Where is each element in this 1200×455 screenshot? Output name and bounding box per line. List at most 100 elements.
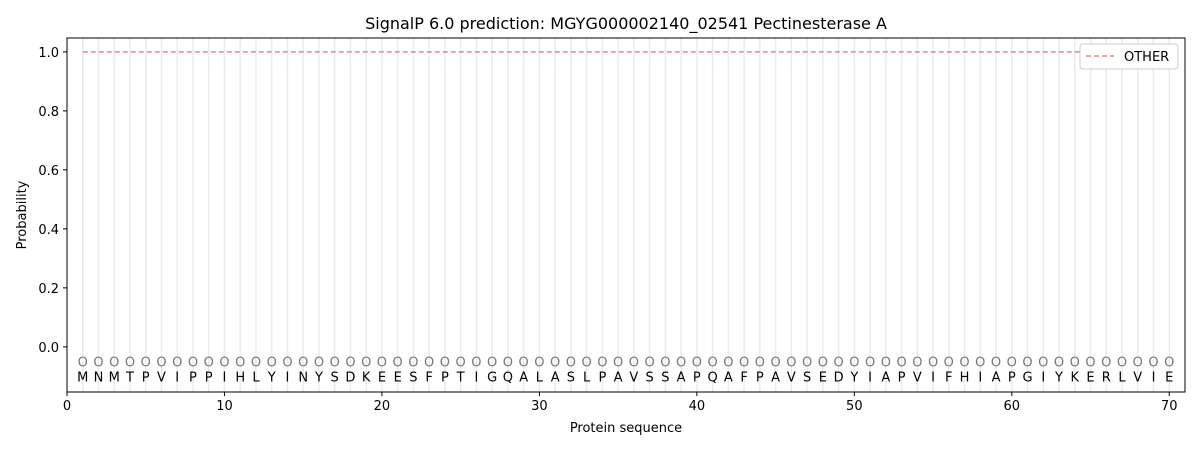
residue-letter: P (189, 370, 197, 385)
x-tick-label: 70 (1161, 399, 1178, 414)
residue-state-marker: O (1117, 356, 1127, 371)
residue-letter: V (629, 370, 638, 385)
residue-letter: G (1022, 370, 1032, 385)
residue-state-marker: O (534, 356, 544, 371)
residue-letter: D (345, 370, 355, 385)
residue-letter: N (94, 370, 104, 385)
y-tick-label: 0.4 (38, 223, 59, 238)
residue-letter: Y (314, 370, 323, 385)
residue-letter: I (286, 370, 290, 385)
x-tick-label: 40 (689, 399, 706, 414)
residue-state-marker: O (330, 356, 340, 371)
residue-state-marker: O (645, 356, 655, 371)
y-tick-label: 0.8 (38, 105, 59, 120)
plot-frame (66, 37, 1186, 393)
residue-state-marker: O (849, 356, 859, 371)
residue-state-marker: O (487, 356, 497, 371)
residue-letter: I (175, 370, 179, 385)
legend-box (1079, 43, 1179, 70)
residue-state-marker: O (267, 356, 277, 371)
residue-state-marker: O (282, 356, 292, 371)
residue-state-marker: O (456, 356, 466, 371)
residue-letter: A (881, 370, 890, 385)
residue-state-marker: O (219, 356, 229, 371)
residue-letter: K (1071, 370, 1080, 385)
residue-letter: D (834, 370, 844, 385)
residue-state-marker: O (676, 356, 686, 371)
residue-letter: I (868, 370, 872, 385)
residue-letter: F (740, 370, 747, 385)
residue-state-marker: O (1101, 356, 1111, 371)
residue-state-marker: O (519, 356, 529, 371)
residue-state-marker: O (298, 356, 308, 371)
residue-state-marker: O (582, 356, 592, 371)
residue-state-marker: O (361, 356, 371, 371)
residue-state-marker: O (204, 356, 214, 371)
residue-state-marker: O (125, 356, 135, 371)
residue-state-marker: O (393, 356, 403, 371)
residue-state-marker: O (959, 356, 969, 371)
residue-letter: V (1133, 370, 1142, 385)
residue-letter: L (1118, 370, 1126, 385)
residue-letter: M (77, 370, 88, 385)
residue-letter: S (331, 370, 339, 385)
x-tick-label: 20 (374, 399, 391, 414)
y-tick-label: 1.0 (38, 46, 59, 61)
residue-state-marker: O (818, 356, 828, 371)
residue-letter: E (819, 370, 827, 385)
residue-letter: R (1102, 370, 1111, 385)
legend: OTHER (1079, 43, 1179, 70)
residue-letter: V (787, 370, 796, 385)
residue-state-marker: O (707, 356, 717, 371)
residue-letter: K (362, 370, 371, 385)
residue-state-marker: O (550, 356, 560, 371)
residue-letter: H (235, 370, 245, 385)
residue-state-marker: O (235, 356, 245, 371)
y-tick-label: 0.6 (38, 164, 59, 179)
residue-letter: P (142, 370, 150, 385)
residue-letter: V (157, 370, 166, 385)
residue-letter: P (756, 370, 764, 385)
residue-letter: F (425, 370, 432, 385)
residue-letter: P (205, 370, 213, 385)
residue-letter: A (724, 370, 733, 385)
residue-letter: P (441, 370, 449, 385)
residue-state-marker: O (1038, 356, 1048, 371)
residue-letter: I (931, 370, 935, 385)
residue-letter: Y (1054, 370, 1063, 385)
residue-letter: L (536, 370, 544, 385)
residue-letter: T (456, 370, 465, 385)
residue-state-marker: O (440, 356, 450, 371)
residue-state-marker: O (723, 356, 733, 371)
residue-letter: M (109, 370, 120, 385)
residue-state-marker: O (345, 356, 355, 371)
x-tick-label: 60 (1004, 399, 1021, 414)
residue-state-marker: O (1148, 356, 1158, 371)
residue-state-marker: O (188, 356, 198, 371)
residue-letter: E (1086, 370, 1094, 385)
residue-letter: A (992, 370, 1001, 385)
residue-state-marker: O (172, 356, 182, 371)
residue-letter: E (1165, 370, 1173, 385)
residue-letter: V (913, 370, 922, 385)
chart-title: SignalP 6.0 prediction: MGYG000002140_02… (365, 14, 887, 34)
residue-letter: I (223, 370, 227, 385)
residue-letter: A (551, 370, 560, 385)
x-tick-label: 10 (216, 399, 233, 414)
residue-letter: P (1008, 370, 1016, 385)
y-tick-label: 0.2 (38, 282, 59, 297)
residue-state-marker: O (975, 356, 985, 371)
x-tick-label: 50 (846, 399, 863, 414)
x-tick-label: 0 (63, 399, 71, 414)
residue-state-marker: O (314, 356, 324, 371)
residue-letter: P (598, 370, 606, 385)
residue-state-marker: O (1054, 356, 1064, 371)
y-tick-label: 0.0 (38, 341, 59, 356)
residue-state-marker: O (613, 356, 623, 371)
residue-state-marker: O (833, 356, 843, 371)
x-tick-label: 30 (531, 399, 548, 414)
residue-letter: H (960, 370, 970, 385)
residue-state-marker: O (865, 356, 875, 371)
residue-letter: T (125, 370, 134, 385)
residue-state-marker: O (109, 356, 119, 371)
